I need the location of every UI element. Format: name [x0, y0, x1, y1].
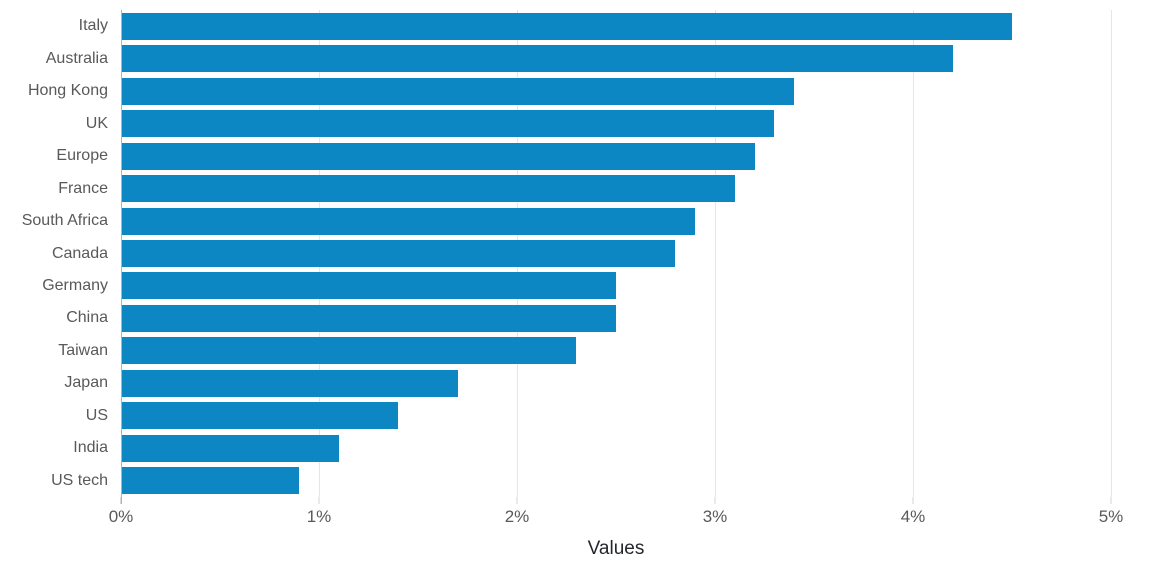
- bar-row: [121, 400, 1111, 432]
- category-label: Europe: [56, 147, 108, 165]
- bar-row: [121, 302, 1111, 334]
- bar: [121, 337, 577, 365]
- x-tick-mark: [318, 497, 320, 504]
- category-label: Australia: [45, 49, 108, 67]
- x-tick-mark: [516, 497, 518, 504]
- bar: [121, 434, 339, 462]
- bar: [121, 304, 616, 332]
- bar-row: [121, 172, 1111, 204]
- bar-row: [121, 205, 1111, 237]
- bar: [121, 272, 616, 300]
- category-label: India: [73, 439, 108, 457]
- category-label: Taiwan: [58, 341, 108, 359]
- bar: [121, 240, 676, 268]
- bar: [121, 12, 1012, 40]
- x-tick-label: 1%: [306, 507, 332, 526]
- gridline: [913, 10, 914, 497]
- gridline: [715, 10, 716, 497]
- gridline: [1111, 10, 1112, 497]
- bar-row: [121, 107, 1111, 139]
- bar: [121, 207, 696, 235]
- bars-container: [121, 10, 1111, 497]
- y-axis-line: [121, 10, 122, 504]
- x-tick-mark: [912, 497, 914, 504]
- bar-row: [121, 140, 1111, 172]
- x-tick-label: 2%: [504, 507, 530, 526]
- category-label: Germany: [42, 276, 108, 294]
- bar: [121, 110, 775, 138]
- bar-row: [121, 465, 1111, 497]
- x-axis: 0% 1% 2% 3% 4% 5%: [109, 497, 1123, 537]
- x-tick-label: 3%: [702, 507, 728, 526]
- category-label: Italy: [78, 17, 108, 35]
- category-label: US tech: [51, 471, 108, 489]
- x-tick-label: 5%: [1098, 507, 1124, 526]
- bar: [121, 175, 735, 203]
- bar-row: [121, 42, 1111, 74]
- bar: [121, 402, 399, 430]
- x-tick-label: 4%: [900, 507, 926, 526]
- bar-row: [121, 335, 1111, 367]
- bar: [121, 45, 953, 73]
- bar: [121, 467, 300, 495]
- y-axis-labels: Italy Australia Hong Kong UK Europe France Sou…: [0, 10, 108, 497]
- category-label: Japan: [64, 374, 108, 392]
- x-tick-label: 0%: [108, 507, 134, 526]
- category-label: Canada: [51, 244, 108, 262]
- category-label: France: [58, 179, 108, 197]
- x-axis-title: Values: [587, 538, 645, 559]
- category-label: Hong Kong: [27, 82, 108, 100]
- bar-row: [121, 367, 1111, 399]
- x-tick-mark: [1110, 497, 1112, 504]
- category-label: UK: [85, 114, 108, 132]
- plot-area: [121, 10, 1112, 504]
- category-label: South Africa: [21, 212, 108, 230]
- bar: [121, 369, 458, 397]
- bar-row: [121, 237, 1111, 269]
- bar-row: [121, 270, 1111, 302]
- bar-row: [121, 75, 1111, 107]
- category-label: US: [85, 406, 108, 424]
- x-tick-mark: [714, 497, 716, 504]
- bar-row: [121, 432, 1111, 464]
- category-label: China: [66, 309, 108, 327]
- bar: [121, 142, 755, 170]
- bar: [121, 77, 795, 105]
- bar-row: [121, 10, 1111, 42]
